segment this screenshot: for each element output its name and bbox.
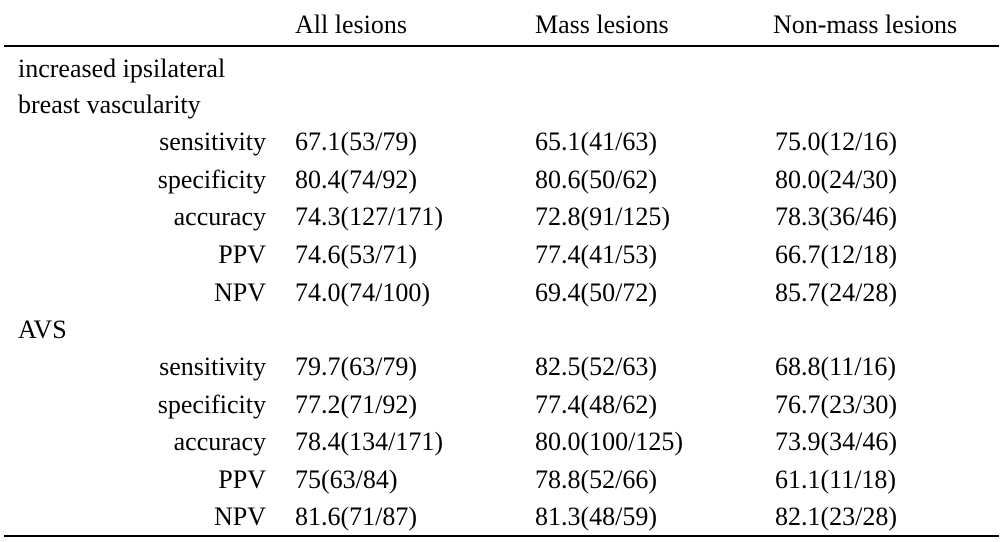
cell-all: 74.0(74/100): [295, 278, 431, 307]
cell-all: 74.3(127/171): [295, 202, 444, 231]
cell-all: 80.4(74/92): [295, 165, 418, 194]
cell-nonmass: 78.3(36/46): [775, 202, 898, 231]
cell-mass: 65.1(41/63): [535, 127, 658, 156]
cell-mass: 69.4(50/72): [535, 278, 658, 307]
cell-mass: 80.6(50/62): [535, 165, 658, 194]
metric-label: PPV: [218, 240, 266, 269]
cell-all: 67.1(53/79): [295, 127, 418, 156]
metric-label: specificity: [157, 165, 266, 194]
cell-nonmass: 66.7(12/18): [775, 240, 898, 269]
metric-label: specificity: [157, 390, 266, 419]
header-mass-lesions: Mass lesions: [535, 10, 669, 39]
cell-all: 75(63/84): [295, 465, 398, 494]
cell-mass: 72.8(91/125): [535, 202, 671, 231]
metric-label: accuracy: [173, 202, 266, 231]
cell-mass: 78.8(52/66): [535, 465, 658, 494]
cell-mass: 77.4(48/62): [535, 390, 658, 419]
metric-label: PPV: [218, 465, 266, 494]
top-rule: [4, 45, 999, 47]
header-all-lesions: All lesions: [295, 10, 407, 39]
cell-nonmass: 76.7(23/30): [775, 390, 898, 419]
metric-label: NPV: [213, 502, 266, 531]
cell-all: 77.2(71/92): [295, 390, 418, 419]
cell-all: 74.6(53/71): [295, 240, 418, 269]
group-label-vascularity-line2: breast vascularity: [18, 90, 201, 119]
cell-mass: 81.3(48/59): [535, 502, 658, 531]
metric-label: sensitivity: [159, 127, 266, 156]
cell-all: 81.6(71/87): [295, 502, 418, 531]
cell-nonmass: 82.1(23/28): [775, 502, 898, 531]
group-label-avs: AVS: [18, 315, 67, 344]
metric-label: NPV: [213, 278, 266, 307]
metric-label: accuracy: [173, 427, 266, 456]
cell-nonmass: 80.0(24/30): [775, 165, 898, 194]
metric-label: sensitivity: [159, 352, 266, 381]
group-label-vascularity-line1: increased ipsilateral: [18, 54, 226, 83]
cell-nonmass: 85.7(24/28): [775, 278, 898, 307]
cell-mass: 77.4(41/53): [535, 240, 658, 269]
cell-nonmass: 75.0(12/16): [775, 127, 898, 156]
cell-nonmass: 68.8(11/16): [775, 352, 897, 381]
cell-nonmass: 61.1(11/18): [775, 465, 897, 494]
bottom-rule: [4, 535, 999, 537]
cell-nonmass: 73.9(34/46): [775, 427, 898, 456]
cell-all: 79.7(63/79): [295, 352, 418, 381]
cell-all: 78.4(134/171): [295, 427, 444, 456]
header-non-mass-lesions: Non-mass lesions: [773, 10, 958, 39]
cell-mass: 82.5(52/63): [535, 352, 658, 381]
cell-mass: 80.0(100/125): [535, 427, 684, 456]
